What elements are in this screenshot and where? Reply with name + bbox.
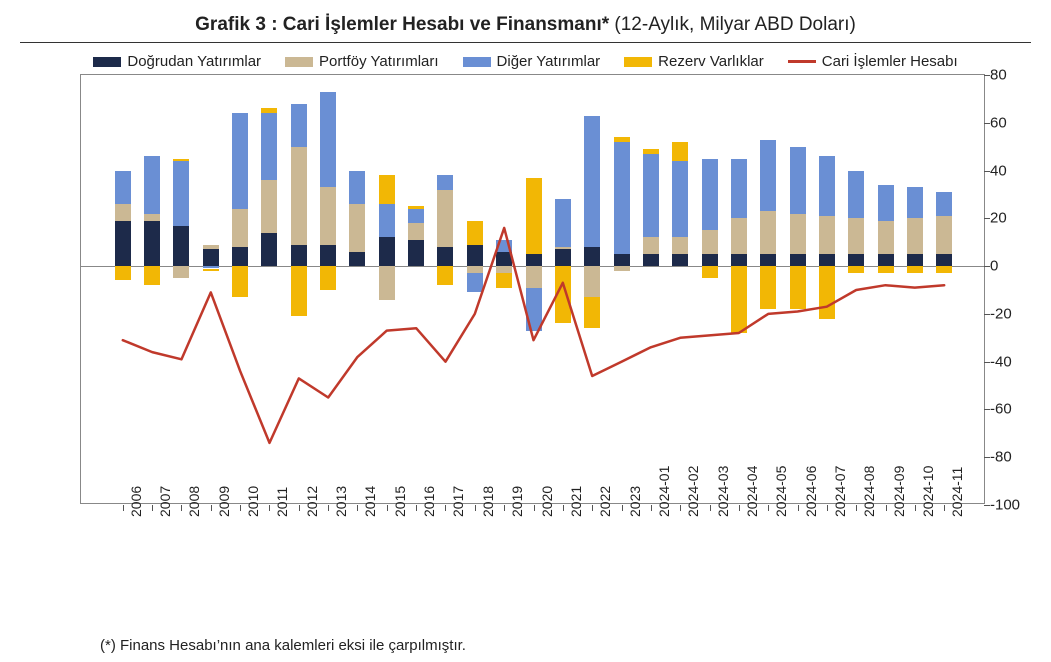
legend-item: Rezerv Varlıklar bbox=[624, 53, 764, 70]
x-axis-tick-mark bbox=[123, 505, 124, 511]
legend-swatch bbox=[93, 57, 121, 67]
y-axis-tick-label: 0 bbox=[990, 258, 1034, 275]
y-axis-tick-label: 20 bbox=[990, 210, 1034, 227]
x-axis-tick-mark bbox=[710, 505, 711, 511]
x-axis-tick-mark bbox=[680, 505, 681, 511]
x-axis-tick-mark bbox=[651, 505, 652, 511]
chart-title: Grafik 3 : Cari İşlemler Hesabı ve Finan… bbox=[20, 10, 1031, 43]
x-axis-tick-mark bbox=[622, 505, 623, 511]
chart-footnote: (*) Finans Hesabı’nın ana kalemleri eksi… bbox=[100, 637, 466, 654]
chart-title-bold: Grafik 3 : Cari İşlemler Hesabı ve Finan… bbox=[195, 14, 609, 35]
x-axis-tick-mark bbox=[445, 505, 446, 511]
x-axis-tick-mark bbox=[211, 505, 212, 511]
x-axis-tick-mark bbox=[357, 505, 358, 511]
x-axis-tick-mark bbox=[798, 505, 799, 511]
y-axis-tick-mark bbox=[984, 505, 990, 506]
x-axis-tick-mark bbox=[592, 505, 593, 511]
legend-label: Cari İşlemler Hesabı bbox=[822, 53, 958, 70]
y-axis-tick-label: 40 bbox=[990, 162, 1034, 179]
line-series bbox=[81, 75, 986, 505]
x-axis-tick-mark bbox=[475, 505, 476, 511]
y-axis-tick-label: -60 bbox=[990, 401, 1034, 418]
line-series-path bbox=[123, 228, 944, 443]
y-axis-tick-label: 60 bbox=[990, 114, 1034, 131]
x-axis-tick-mark bbox=[152, 505, 153, 511]
legend-label: Rezerv Varlıklar bbox=[658, 53, 764, 70]
legend-swatch bbox=[285, 57, 313, 67]
legend-label: Doğrudan Yatırımlar bbox=[127, 53, 261, 70]
legend-swatch bbox=[463, 57, 491, 67]
chart-title-regular: (12-Aylık, Milyar ABD Doları) bbox=[609, 14, 856, 35]
chart-plot-area: -100-80-60-40-20020406080200620072008200… bbox=[80, 74, 985, 504]
x-axis-tick-mark bbox=[181, 505, 182, 511]
legend-swatch bbox=[624, 57, 652, 67]
x-axis-tick-mark bbox=[827, 505, 828, 511]
x-axis-tick-mark bbox=[944, 505, 945, 511]
y-axis-tick-label: -40 bbox=[990, 353, 1034, 370]
x-axis-tick-mark bbox=[387, 505, 388, 511]
x-axis-tick-mark bbox=[915, 505, 916, 511]
legend: Doğrudan Yatırımlar Portföy Yatırımları Di… bbox=[20, 43, 1031, 74]
y-axis-tick-label: -100 bbox=[990, 497, 1034, 514]
x-axis-tick-mark bbox=[739, 505, 740, 511]
legend-item: Portföy Yatırımları bbox=[285, 53, 438, 70]
legend-item: Doğrudan Yatırımlar bbox=[93, 53, 261, 70]
y-axis-tick-label: -80 bbox=[990, 449, 1034, 466]
x-axis-tick-mark bbox=[416, 505, 417, 511]
y-axis-tick-label: -20 bbox=[990, 305, 1034, 322]
legend-item: Diğer Yatırımlar bbox=[463, 53, 601, 70]
x-axis-tick-mark bbox=[299, 505, 300, 511]
legend-swatch-line bbox=[788, 60, 816, 63]
x-axis-tick-mark bbox=[534, 505, 535, 511]
y-axis-tick-label: 80 bbox=[990, 67, 1034, 84]
x-axis-tick-mark bbox=[240, 505, 241, 511]
x-axis-tick-mark bbox=[768, 505, 769, 511]
x-axis-tick-mark bbox=[886, 505, 887, 511]
x-axis-tick-mark bbox=[269, 505, 270, 511]
legend-label: Portföy Yatırımları bbox=[319, 53, 438, 70]
x-axis-tick-mark bbox=[504, 505, 505, 511]
legend-item: Cari İşlemler Hesabı bbox=[788, 53, 958, 70]
chart-plot: -100-80-60-40-20020406080200620072008200… bbox=[81, 75, 984, 503]
x-axis-tick-mark bbox=[856, 505, 857, 511]
legend-label: Diğer Yatırımlar bbox=[497, 53, 601, 70]
x-axis-tick-mark bbox=[328, 505, 329, 511]
x-axis-tick-mark bbox=[563, 505, 564, 511]
